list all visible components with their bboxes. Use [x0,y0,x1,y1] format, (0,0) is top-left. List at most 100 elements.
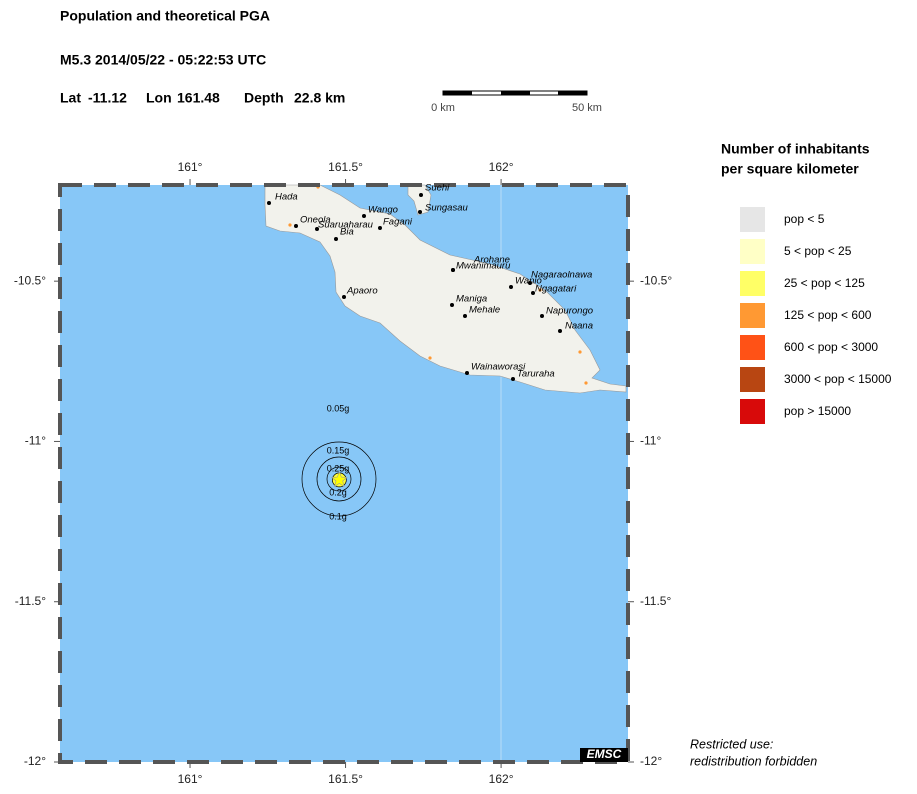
event: M5.3 2014/05/22 - 05:22:53 UTC [60,52,266,68]
depth-label: Depth [244,90,284,106]
scale-seg [443,91,472,95]
place-label: Arohane [473,255,510,266]
lat-tick-label: -12° [640,754,662,768]
title: Population and theoretical PGA [60,8,270,24]
place-label: Ngagatari [535,284,577,295]
legend-swatch [740,207,765,232]
place-label: Nagaraolnawa [531,270,592,281]
lat-label: Lat [60,90,81,106]
lat: -11.12 [88,90,127,106]
legend-label: 25 < pop < 125 [784,276,865,290]
pga-label: 0.25g [327,463,350,473]
note: redistribution forbidden [690,754,817,768]
legend-label: pop > 15000 [784,404,851,418]
pop-dot [428,356,432,360]
place-dot [419,193,423,197]
legend-label: 3000 < pop < 15000 [784,372,892,386]
place-dot [378,226,382,230]
lat-tick-label: -11.5° [15,594,46,608]
legend-swatch [740,303,765,328]
lat-tick-label: -12° [24,754,46,768]
lon-tick-label: 161° [178,772,203,786]
place-label: Mwanimauru [456,261,511,272]
place-dot [418,210,422,214]
place-dot [294,224,298,228]
place-label: Maniga [456,294,487,305]
place-dot [334,237,338,241]
place-label: Fagani [383,217,413,228]
place-label: Mehale [469,305,500,316]
depth: 22.8 km [294,90,345,106]
place-label: Bia [340,227,354,238]
contour [301,441,377,517]
contour [326,466,352,492]
place-dot [540,314,544,318]
place-label: Suehi [425,183,450,194]
lon-tick-label: 162° [489,160,514,174]
place-dot [450,303,454,307]
pop-dot [538,288,542,292]
legend-label: 125 < pop < 600 [784,308,872,322]
legend-swatch [740,367,765,392]
lon: 161.48 [177,90,220,106]
lat-tick-label: -11.5° [640,594,671,608]
place-label: Wainaworasi [471,362,526,373]
place-dot [463,314,467,318]
scale-seg [501,91,530,95]
place-label: Suaruaharau [318,220,374,231]
pga-label: 0.2g [329,487,347,497]
place-dot [315,227,319,231]
lat-tick-label: -10.5° [14,273,46,287]
pop-dot [578,350,582,354]
place-label: Taruraha [517,369,555,380]
legend-label: 5 < pop < 25 [784,244,852,258]
scale-seg [558,91,587,95]
island [264,184,627,394]
place-dot [511,377,515,381]
lon-tick-label: 161.5° [328,160,363,174]
place-label: Wanio [515,276,542,287]
pop-dot [584,381,588,385]
place-label: Sungasau [425,203,469,214]
place-dot [509,285,513,289]
legend-title: Number of inhabitants [721,141,870,157]
map-frame [58,183,630,764]
place-dot [531,291,535,295]
place-dot [267,201,271,205]
place-dot [342,295,346,299]
pga-label: 0.05g [327,403,350,413]
legend-title: per square kilometer [721,161,859,177]
place-dot [465,371,469,375]
place-dot [451,268,455,272]
islet [407,184,432,216]
legend-label: 600 < pop < 3000 [784,340,878,354]
credit-box [580,748,628,762]
place-dot [362,214,366,218]
note: Restricted use: [690,737,773,751]
lon-tick-label: 162° [489,772,514,786]
place-label: Wango [368,205,398,216]
epicenter [330,471,348,488]
pop-dot [288,223,292,227]
lon-tick-label: 161° [178,160,203,174]
place-label: Apaoro [346,286,378,297]
legend-label: pop < 5 [784,212,825,226]
scale-bar [442,90,588,96]
pga-label: 0.15g [327,445,350,455]
legend-swatch [740,271,765,296]
credit: EMSC [587,747,622,761]
legend-swatch [740,335,765,360]
pga-contours [301,441,377,517]
lon-tick-label: 161.5° [328,772,363,786]
place-dot [558,329,562,333]
pga-label: 0.1g [329,511,347,521]
lat-tick-label: -11° [25,434,46,448]
place-label: Hada [275,192,298,203]
scale-end: 50 km [572,102,602,114]
contour [316,456,362,502]
lat-tick-label: -10.5° [640,273,672,287]
lon-label: Lon [146,90,172,106]
legend-swatch [740,399,765,424]
place-label: Naana [565,321,593,332]
